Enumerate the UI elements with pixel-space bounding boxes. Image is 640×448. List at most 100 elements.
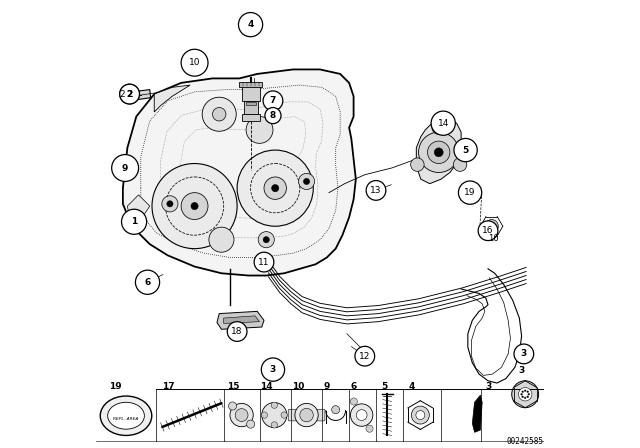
Circle shape	[453, 158, 467, 172]
Circle shape	[454, 138, 477, 162]
Circle shape	[485, 220, 499, 233]
Text: 10: 10	[292, 382, 305, 391]
Circle shape	[120, 84, 140, 104]
Circle shape	[181, 193, 208, 220]
Circle shape	[518, 388, 532, 401]
Circle shape	[263, 237, 269, 243]
Circle shape	[356, 409, 367, 420]
Circle shape	[411, 158, 424, 172]
Circle shape	[264, 177, 287, 199]
Text: 19: 19	[109, 382, 121, 391]
Circle shape	[431, 111, 455, 135]
Circle shape	[366, 425, 373, 432]
Text: 9: 9	[122, 164, 128, 172]
Circle shape	[332, 406, 340, 414]
Circle shape	[527, 396, 529, 398]
Text: 8: 8	[270, 111, 276, 120]
Circle shape	[514, 344, 534, 364]
Circle shape	[261, 412, 268, 418]
Circle shape	[522, 396, 524, 398]
Text: 4: 4	[408, 382, 415, 391]
Circle shape	[120, 84, 140, 104]
Circle shape	[111, 155, 138, 181]
Circle shape	[271, 402, 278, 409]
Circle shape	[524, 390, 526, 392]
Polygon shape	[246, 102, 257, 105]
Circle shape	[262, 402, 287, 427]
Circle shape	[136, 270, 159, 294]
Polygon shape	[127, 195, 150, 220]
Circle shape	[527, 391, 529, 392]
Text: 16: 16	[488, 234, 499, 243]
Text: 4: 4	[248, 20, 253, 29]
Text: REPL. AREA: REPL. AREA	[113, 418, 139, 421]
Circle shape	[202, 97, 236, 131]
Circle shape	[239, 13, 262, 37]
Text: 10: 10	[189, 58, 200, 67]
Text: 3: 3	[270, 365, 276, 374]
FancyBboxPatch shape	[288, 409, 325, 421]
Circle shape	[300, 409, 314, 422]
Text: 15: 15	[227, 382, 240, 391]
Circle shape	[122, 209, 147, 234]
Circle shape	[228, 402, 237, 410]
Text: 00242585: 00242585	[506, 437, 543, 446]
Circle shape	[246, 116, 273, 143]
Circle shape	[303, 178, 310, 185]
Circle shape	[261, 358, 285, 381]
Circle shape	[258, 232, 275, 248]
Circle shape	[435, 148, 444, 157]
Circle shape	[281, 412, 287, 418]
Text: 19: 19	[465, 188, 476, 197]
Text: 16: 16	[483, 226, 493, 235]
Text: 6: 6	[145, 278, 150, 287]
Circle shape	[191, 202, 198, 210]
Circle shape	[271, 422, 278, 428]
Circle shape	[235, 409, 248, 422]
Circle shape	[521, 393, 522, 395]
Text: 13: 13	[371, 186, 381, 195]
Circle shape	[230, 403, 253, 426]
Text: 9: 9	[324, 382, 330, 391]
Ellipse shape	[100, 396, 152, 435]
Text: 18: 18	[232, 327, 243, 336]
Circle shape	[263, 91, 283, 111]
Circle shape	[355, 346, 374, 366]
Text: 3: 3	[486, 382, 492, 391]
Text: 2: 2	[120, 90, 125, 99]
Circle shape	[432, 121, 445, 134]
Circle shape	[246, 420, 255, 428]
Circle shape	[458, 181, 482, 204]
Polygon shape	[472, 395, 482, 432]
Circle shape	[428, 141, 450, 164]
Circle shape	[295, 403, 318, 426]
Polygon shape	[132, 90, 150, 100]
Text: 7: 7	[270, 96, 276, 105]
Circle shape	[227, 322, 247, 341]
Circle shape	[412, 406, 429, 424]
Text: 2: 2	[127, 90, 132, 99]
Circle shape	[528, 393, 530, 395]
Text: 11: 11	[259, 258, 269, 267]
Polygon shape	[244, 101, 258, 114]
Circle shape	[524, 397, 526, 399]
Text: 5: 5	[463, 146, 468, 155]
Text: 2: 2	[127, 90, 132, 99]
Circle shape	[298, 173, 315, 190]
Circle shape	[351, 404, 373, 426]
Circle shape	[350, 398, 357, 405]
Circle shape	[366, 181, 386, 200]
Text: 3: 3	[518, 366, 524, 375]
Polygon shape	[123, 69, 356, 276]
Circle shape	[167, 201, 173, 207]
Ellipse shape	[108, 402, 145, 429]
Text: 14: 14	[260, 382, 273, 391]
Circle shape	[522, 391, 524, 392]
Circle shape	[265, 108, 281, 124]
Circle shape	[237, 150, 314, 226]
Text: 1: 1	[131, 217, 137, 226]
Circle shape	[209, 227, 234, 252]
Circle shape	[181, 49, 208, 76]
Text: 12: 12	[359, 352, 371, 361]
Polygon shape	[223, 316, 260, 323]
